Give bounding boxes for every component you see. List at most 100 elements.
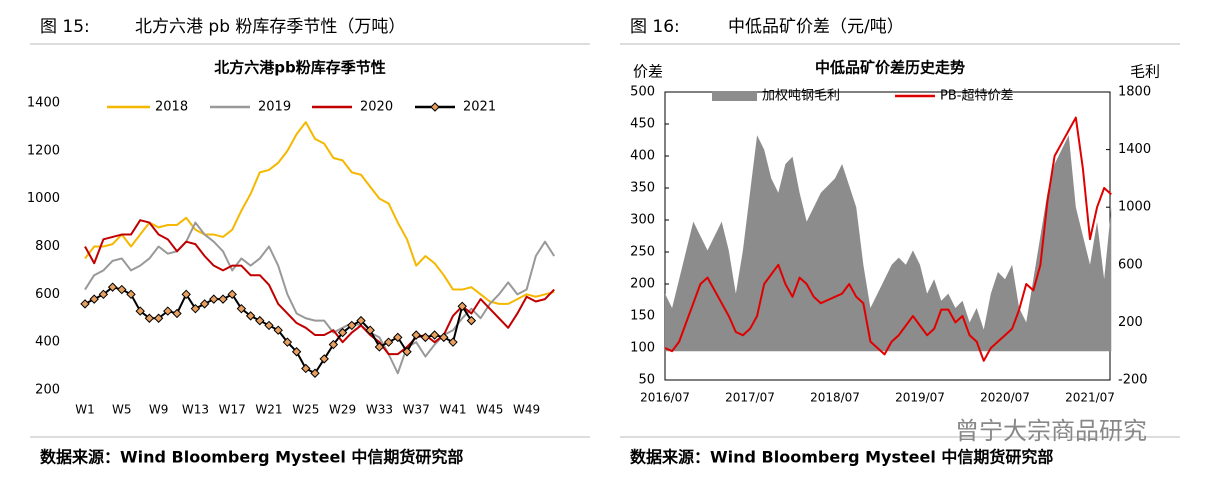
marker [310,368,320,378]
x-tick-label: W17 [219,403,246,417]
marker [245,311,256,321]
y-tick-label: 50 [638,373,655,388]
figure-caption: 北方六港 pb 粉库存季节性（万吨） [135,17,405,37]
marker [282,337,293,347]
legend-label: 加权吨钢毛利 [762,88,840,104]
marker [429,330,440,340]
y-tick-label: 800 [35,239,60,254]
y-tick-label: 450 [630,117,655,132]
marker [383,337,394,347]
marker [181,289,191,300]
x-tick-label: W9 [149,403,169,417]
legend-label: 2018 [155,100,188,115]
legend-marker [430,102,440,112]
legend-label: PB-超特价差 [940,89,1013,104]
area [665,135,1112,352]
marker [255,315,265,326]
chart-title: 中低品矿价差历史走势 [815,59,965,77]
x-tick-label: W49 [513,403,540,417]
y-axis-label: 价差 [633,63,663,81]
marker [126,289,136,300]
marker [98,289,109,300]
y-tick-label: 200 [35,383,60,398]
marker [466,315,477,326]
marker [301,363,311,374]
marker [319,354,329,364]
x-tick-label: W25 [292,403,319,417]
y-tick-label: 1200 [27,143,60,158]
marker [144,313,155,323]
marker [190,303,201,314]
line [84,221,556,375]
y2-tick-label: -200 [1118,373,1148,388]
marker [411,330,421,340]
legend-label: 2020 [360,100,393,115]
marker [264,320,274,331]
marker [107,282,118,292]
marker [337,327,348,338]
source: 数据来源：Wind Bloomberg Mysteel 中信期货研究部 [630,448,1053,467]
x-tick-label: W1 [75,403,95,417]
y-tick-label: 250 [630,245,655,260]
marker [328,339,339,350]
marker [448,337,458,347]
chart-title: 北方六港pb粉库存季节性 [214,59,385,77]
marker [153,313,164,323]
x-tick-label: W13 [182,403,209,417]
marker [402,347,412,357]
marker [80,299,90,309]
marker [227,289,237,300]
y2-tick-label: 200 [1118,315,1143,330]
marker [374,342,385,352]
y-tick-label: 400 [630,149,655,164]
y2-axis-label: 毛利 [1130,63,1160,81]
y-tick-label: 1400 [27,96,60,111]
x-tick-label: W41 [439,403,466,417]
y-tick-label: 600 [35,287,60,302]
y-tick-label: 300 [630,213,655,228]
figure-label: 图 16: [630,17,680,37]
marker [420,332,431,343]
source: 数据来源：Wind Bloomberg Mysteel 中信期货研究部 [40,448,463,467]
x-tick-label: W45 [476,403,503,417]
marker [457,301,467,311]
x-tick-label: 2017/07 [725,391,775,405]
y-tick-label: 100 [630,341,655,356]
marker [163,306,173,316]
x-tick-label: 2019/07 [895,391,945,405]
y2-tick-label: 600 [1118,257,1143,272]
x-tick-label: 2018/07 [810,391,860,405]
x-tick-label: W29 [329,403,356,417]
marker [135,306,145,316]
legend-label: 2019 [258,100,291,115]
x-tick-label: 2016/07 [640,391,690,405]
x-tick-label: W21 [255,403,282,417]
y2-tick-label: 1800 [1118,85,1151,100]
marker [209,294,219,304]
figure-label: 图 15: [40,17,90,37]
x-tick-label: W5 [112,403,132,417]
x-tick-label: 2021/07 [1065,391,1115,405]
marker [172,308,182,319]
line [84,219,555,356]
y-tick-label: 400 [35,335,60,350]
y-tick-label: 150 [630,309,655,324]
y-tick-label: 350 [630,181,655,196]
legend-label: 2021 [463,100,496,115]
marker [273,325,283,335]
marker [89,294,99,304]
y-tick-label: 1000 [27,191,60,206]
y-tick-label: 500 [630,85,655,100]
y2-tick-label: 1000 [1118,200,1151,215]
x-tick-label: W37 [403,403,430,417]
marker [347,320,357,331]
marker [365,325,375,335]
marker [236,303,247,314]
marker [117,284,127,295]
marker [291,347,302,357]
marker [199,299,210,309]
line [664,116,1112,362]
marker [218,294,228,304]
watermark: 曾宁大宗商品研究 [955,417,1147,445]
